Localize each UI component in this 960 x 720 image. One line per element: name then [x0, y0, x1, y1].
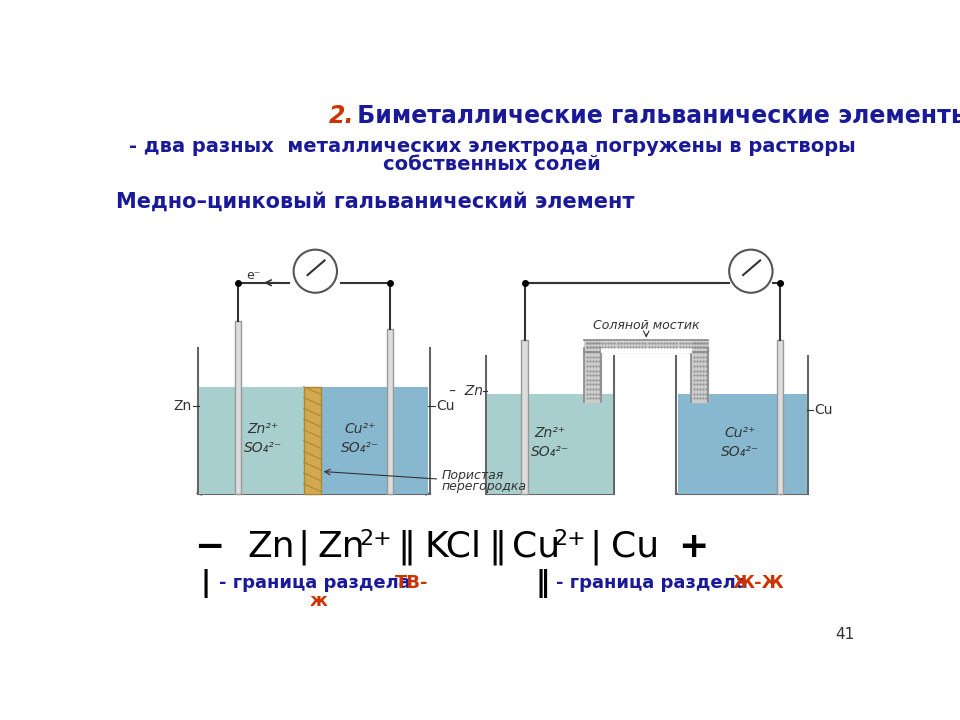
Text: ж: ж — [310, 592, 327, 610]
Text: - граница раздела: - граница раздела — [557, 574, 755, 592]
Text: e⁻: e⁻ — [246, 269, 260, 282]
Text: |: | — [201, 569, 210, 598]
Text: SO₄²⁻: SO₄²⁻ — [721, 445, 759, 459]
Text: Zn: Zn — [248, 530, 295, 564]
Text: SO₄²⁻: SO₄²⁻ — [244, 441, 282, 455]
Text: ‖: ‖ — [536, 569, 549, 598]
Text: Zn: Zn — [317, 530, 365, 564]
Text: ‖: ‖ — [489, 529, 507, 564]
Polygon shape — [678, 395, 806, 495]
Text: Cu: Cu — [612, 530, 660, 564]
Text: Cu: Cu — [512, 530, 561, 564]
Text: ‖: ‖ — [397, 529, 416, 564]
Text: 2+: 2+ — [553, 529, 586, 549]
Polygon shape — [521, 341, 528, 495]
Text: - два разных  металлических электрода погружены в растворы: - два разных металлических электрода пог… — [129, 137, 855, 156]
Text: Медно–цинковый гальванический элемент: Медно–цинковый гальванический элемент — [116, 192, 635, 212]
Text: KCl: KCl — [424, 530, 482, 564]
Text: 2.: 2. — [329, 104, 355, 127]
Text: собственных солей: собственных солей — [383, 156, 601, 174]
Text: Cu²⁺: Cu²⁺ — [345, 422, 376, 436]
Text: |: | — [298, 529, 310, 564]
Circle shape — [730, 250, 773, 293]
Polygon shape — [199, 387, 303, 495]
Polygon shape — [488, 395, 612, 495]
Text: Биметаллические гальванические элементы: Биметаллические гальванические элементы — [349, 104, 960, 127]
Polygon shape — [234, 321, 241, 495]
Text: Cu²⁺: Cu²⁺ — [724, 426, 756, 440]
Polygon shape — [778, 341, 783, 495]
Circle shape — [294, 250, 337, 293]
Text: 41: 41 — [835, 627, 854, 642]
Polygon shape — [387, 329, 393, 495]
Text: Zn: Zn — [173, 399, 191, 413]
Text: 2+: 2+ — [359, 529, 392, 549]
Text: перегородка: перегородка — [442, 480, 527, 493]
Text: Пористая: Пористая — [442, 469, 504, 482]
Text: - граница раздела: - граница раздела — [219, 574, 418, 592]
Text: –  Zn: – Zn — [448, 384, 483, 397]
Polygon shape — [303, 387, 321, 495]
Text: Ж-Ж: Ж-Ж — [732, 574, 784, 592]
Text: ТВ-: ТВ- — [396, 574, 428, 592]
Text: −: − — [194, 530, 225, 564]
Polygon shape — [321, 387, 428, 495]
Text: +: + — [679, 530, 708, 564]
Text: |: | — [589, 529, 602, 564]
Text: SO₄²⁻: SO₄²⁻ — [341, 441, 379, 455]
Text: Zn²⁺: Zn²⁺ — [248, 422, 279, 436]
Text: Zn²⁺: Zn²⁺ — [535, 426, 565, 440]
Text: Соляной мостик: Соляной мостик — [593, 318, 700, 332]
Text: Cu: Cu — [814, 402, 833, 417]
Text: SO₄²⁻: SO₄²⁻ — [531, 445, 569, 459]
Text: Cu: Cu — [436, 399, 455, 413]
